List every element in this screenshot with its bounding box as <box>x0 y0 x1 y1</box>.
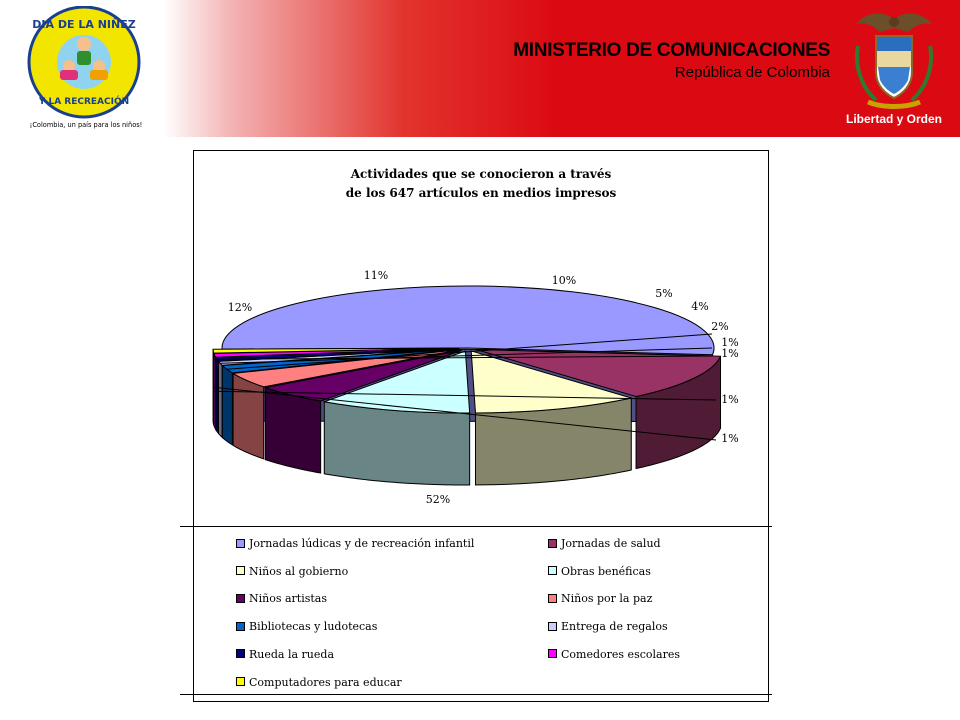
legend-swatch <box>548 538 557 548</box>
ministry-title: MINISTERIO DE COMUNICACIONES <box>513 40 830 61</box>
legend-item: Rueda la rueda <box>236 648 334 662</box>
legend-divider-bottom <box>180 694 772 695</box>
ministry-subtitle: República de Colombia <box>674 64 830 81</box>
legend-label: Computadores para educar <box>249 675 402 689</box>
legend-swatch <box>236 538 245 548</box>
pie-data-label-4: 5% <box>655 287 672 300</box>
pie-leader-10 <box>213 386 717 441</box>
pie-leader-7 <box>220 347 713 364</box>
legend-item: Jornadas de salud <box>548 537 661 551</box>
logo-text-bottom: Y LA RECREACIÓN <box>38 95 129 107</box>
legend-swatch <box>236 649 245 659</box>
pie-data-label-9: 1% <box>721 393 738 406</box>
legend-item: Niños por la paz <box>548 592 652 606</box>
pie-slice-side-6 <box>221 364 233 446</box>
legend-swatch <box>548 621 557 631</box>
legend-item: Bibliotecas y ludotecas <box>236 620 377 634</box>
legend-label: Niños artistas <box>249 592 328 606</box>
legend-label: Bibliotecas y ludotecas <box>249 620 378 634</box>
logo-tagline: ¡Colombia, un país para los niños! <box>30 121 143 129</box>
legend-label: Obras benéficas <box>561 564 651 578</box>
legend-swatch <box>236 566 245 576</box>
legend-item: Obras benéficas <box>548 565 651 579</box>
pie-data-label-2: 11% <box>364 269 388 282</box>
legend-label: Niños al gobierno <box>249 564 349 578</box>
pie-data-label-8: 1% <box>721 347 738 360</box>
pie-data-label-7: 1% <box>721 336 738 349</box>
pie-data-labels: 52%12%11% 10%5%4%2%1%1%1%1% <box>228 269 739 506</box>
colombia-crest-logo: Libertad y Orden <box>846 13 942 126</box>
legend-item: Niños al gobierno <box>236 565 348 579</box>
pie-slice-0 <box>221 285 715 356</box>
legend-label: Entrega de regalos <box>561 620 668 634</box>
pie-slice-side-3 <box>323 401 471 486</box>
legend-swatch <box>236 621 245 631</box>
pie-slice-5 <box>231 349 461 388</box>
legend-item: Entrega de regalos <box>548 620 668 634</box>
legend-divider-top <box>180 526 772 527</box>
legend-swatch <box>236 677 245 686</box>
legend-label: Comedores escolares <box>561 647 680 661</box>
legend-label: Niños por la paz <box>561 592 653 606</box>
legend-label: Rueda la rueda <box>249 647 334 661</box>
crest-caption: Libertad y Orden <box>846 112 942 126</box>
pie-data-label-0: 52% <box>426 493 450 506</box>
pie-leader-lines <box>213 333 717 441</box>
legend-swatch <box>548 566 557 576</box>
header-banner: DIA DE LA NIÑEZ Y LA RECREACIÓN ¡Colombi… <box>0 0 960 137</box>
pie-slice-side-5 <box>232 372 265 460</box>
pie-slice-10 <box>212 347 460 354</box>
pie-data-label-5: 4% <box>691 300 708 313</box>
pie-data-label-10: 1% <box>721 432 738 445</box>
legend-item: Computadores para educar <box>236 676 402 690</box>
pie-data-label-6: 2% <box>711 320 728 333</box>
pie-data-label-1: 12% <box>228 301 252 314</box>
legend-item: Comedores escolares <box>548 648 680 662</box>
legend-swatch <box>548 593 557 603</box>
legend-item: Niños artistas <box>236 592 327 606</box>
pie-leader-6 <box>226 333 713 370</box>
ministry-heading: MINISTERIO DE COMUNICACIONES República d… <box>513 40 830 81</box>
legend-label: Jornadas de salud <box>561 537 661 550</box>
pie-slice-side-4 <box>264 386 322 474</box>
pie-leader-8 <box>216 355 715 360</box>
pie-data-label-3: 10% <box>552 274 576 287</box>
legend-swatch <box>548 649 557 659</box>
dia-de-la-ninez-logo: DIA DE LA NIÑEZ Y LA RECREACIÓN ¡Colombi… <box>27 6 143 129</box>
pie-slice-side-7 <box>217 360 223 439</box>
pie-leader-9 <box>214 390 717 401</box>
chart-title-line-1: Actividades que se conocieron a través <box>350 167 612 181</box>
logo-text-top: DIA DE LA NIÑEZ <box>32 18 135 31</box>
pie-slice-1 <box>475 348 722 398</box>
legend-item: Jornadas lúdicas y de recreación infanti… <box>236 537 474 551</box>
legend-swatch <box>236 593 245 603</box>
legend-label: Jornadas lúdicas y de recreación infanti… <box>249 537 475 550</box>
chart-title-line-2: de los 647 artículos en medios impresos <box>346 186 617 200</box>
